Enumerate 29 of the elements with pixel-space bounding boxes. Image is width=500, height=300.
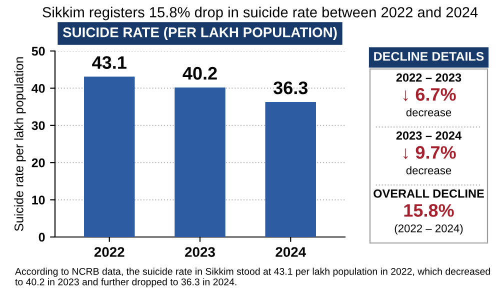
text: ↓ 6.7%	[404, 88, 456, 102]
y-tick-label: 30	[32, 121, 45, 130]
bar	[174, 87, 226, 237]
y-tick-label: 40	[32, 84, 45, 93]
bar	[265, 102, 316, 237]
y-tick-label: 0	[38, 232, 45, 242]
x-tick-label: 2023	[185, 247, 215, 257]
data-label: 36.3	[273, 81, 308, 94]
x-tick-label: 2022	[94, 247, 124, 257]
text: (2022 – 2024)	[394, 224, 463, 235]
data-label: 43.1	[92, 56, 126, 69]
text: ↓ 9.7%	[404, 146, 456, 160]
y-tick-label: 10	[32, 196, 45, 204]
text: 2022 – 2023	[396, 73, 462, 82]
bar	[84, 76, 135, 237]
text: According to NCRB data, the suicide rate in Sikkim stood at 43.1 per lakh population in 2022, which decreased to 40.2 in 2023 and further dropped to 36.3 in 2024.	[15, 268, 490, 288]
text: 15.8%	[404, 204, 454, 217]
text: 2023 – 2024	[396, 131, 462, 140]
text: decrease	[406, 166, 452, 174]
y-tick-label: 50	[32, 46, 45, 56]
x-tick-label: 2024	[276, 247, 306, 257]
y-axis-title: Suicide rate per lakh population	[14, 57, 26, 231]
data-label: 40.2	[182, 66, 217, 80]
chart-subtitle: Sikkim registers 15.8% drop in suicide rate between 2022 and 2024	[42, 6, 478, 20]
chart-title: SUICIDE RATE (PER LAKH POPULATION)	[62, 27, 337, 40]
text: DECLINE DETAILS	[374, 52, 484, 61]
text: decrease	[406, 108, 452, 116]
y-tick-label: 20	[32, 158, 45, 168]
text: OVERALL DECLINE	[374, 189, 484, 198]
